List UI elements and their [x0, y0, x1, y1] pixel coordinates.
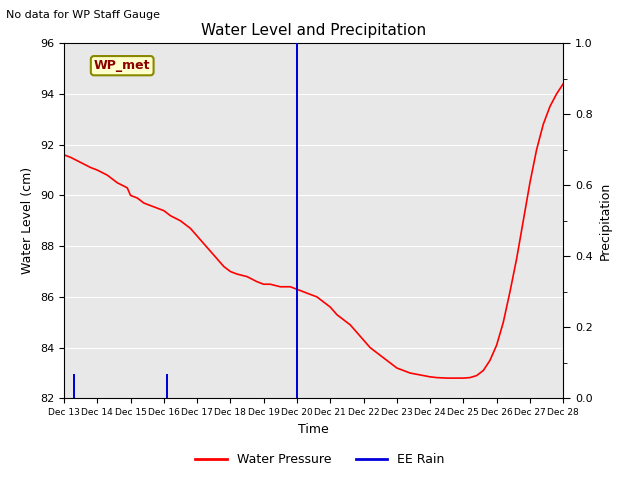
Bar — [73, 373, 76, 398]
Text: WP_met: WP_met — [94, 59, 150, 72]
Bar — [166, 373, 168, 398]
Y-axis label: Precipitation: Precipitation — [598, 181, 611, 260]
Bar — [296, 43, 298, 398]
Title: Water Level and Precipitation: Water Level and Precipitation — [201, 23, 426, 38]
Legend: Water Pressure, EE Rain: Water Pressure, EE Rain — [190, 448, 450, 471]
X-axis label: Time: Time — [298, 423, 329, 436]
Y-axis label: Water Level (cm): Water Level (cm) — [22, 167, 35, 275]
Text: No data for WP Staff Gauge: No data for WP Staff Gauge — [6, 10, 161, 20]
